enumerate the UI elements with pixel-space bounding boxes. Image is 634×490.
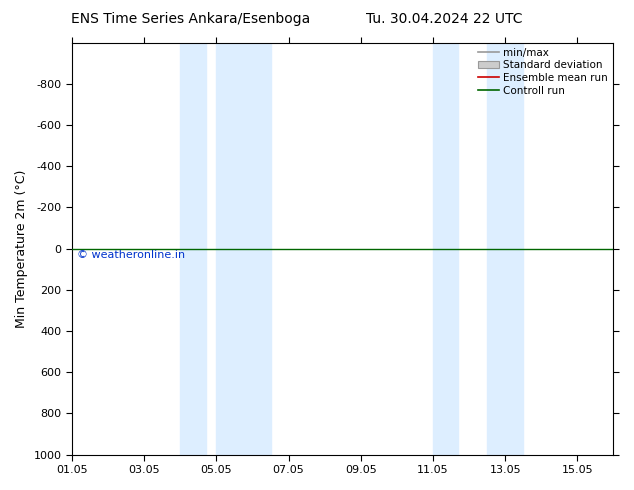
Legend: min/max, Standard deviation, Ensemble mean run, Controll run: min/max, Standard deviation, Ensemble me… [476,46,611,98]
Y-axis label: Min Temperature 2m (°C): Min Temperature 2m (°C) [15,170,28,328]
Text: ENS Time Series Ankara/Esenboga: ENS Time Series Ankara/Esenboga [70,12,310,26]
Text: © weatheronline.in: © weatheronline.in [77,250,186,260]
Bar [180,43,205,455]
Bar [487,43,523,455]
Bar [216,43,271,455]
Bar [433,43,458,455]
Text: Tu. 30.04.2024 22 UTC: Tu. 30.04.2024 22 UTC [366,12,522,26]
